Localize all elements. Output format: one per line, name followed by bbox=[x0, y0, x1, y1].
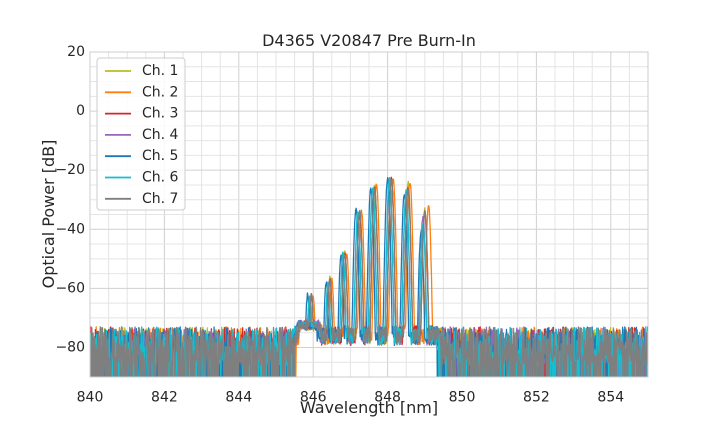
chart-title: D4365 V20847 Pre Burn-In bbox=[262, 31, 476, 50]
y-tick-label: 0 bbox=[76, 103, 85, 119]
legend-label: Ch. 7 bbox=[142, 191, 178, 207]
legend-label: Ch. 1 bbox=[142, 63, 178, 79]
legend-label: Ch. 2 bbox=[142, 84, 178, 100]
series-layer bbox=[90, 176, 648, 377]
x-tick-label: 842 bbox=[151, 390, 178, 406]
x-tick-label: 854 bbox=[597, 390, 624, 406]
series-line-ch-7 bbox=[90, 178, 648, 377]
legend: Ch. 1 Ch. 2 Ch. 3 Ch. 4 Ch. 5 Ch. 6 Ch. 7 bbox=[96, 57, 186, 211]
y-tick-label: −80 bbox=[55, 339, 85, 355]
x-axis-label: Wavelength [nm] bbox=[300, 398, 438, 417]
x-tick-label: 844 bbox=[225, 390, 252, 406]
y-tick-label: 20 bbox=[67, 44, 85, 60]
x-tick-label: 840 bbox=[77, 390, 104, 406]
legend-box bbox=[96, 57, 186, 211]
plot-frame bbox=[89, 51, 649, 378]
legend-label: Ch. 6 bbox=[142, 170, 179, 186]
y-axis-label: Optical Power [dB] bbox=[39, 140, 58, 289]
legend-label: Ch. 4 bbox=[142, 127, 179, 143]
y-tick-label: −20 bbox=[55, 162, 85, 178]
x-tick-label: 852 bbox=[523, 390, 550, 406]
legend-label: Ch. 3 bbox=[142, 106, 178, 122]
y-tick-label: −40 bbox=[55, 221, 85, 237]
y-tick-label: −60 bbox=[55, 280, 85, 296]
x-tick-label: 848 bbox=[374, 390, 401, 406]
legend-label: Ch. 5 bbox=[142, 148, 178, 164]
x-tick-label: 846 bbox=[300, 390, 327, 406]
x-tick-label: 850 bbox=[449, 390, 476, 406]
tick-labels: 840 842 844 846 848 850 852 854 20 0 −20 −40 −60 −80 bbox=[55, 44, 624, 406]
